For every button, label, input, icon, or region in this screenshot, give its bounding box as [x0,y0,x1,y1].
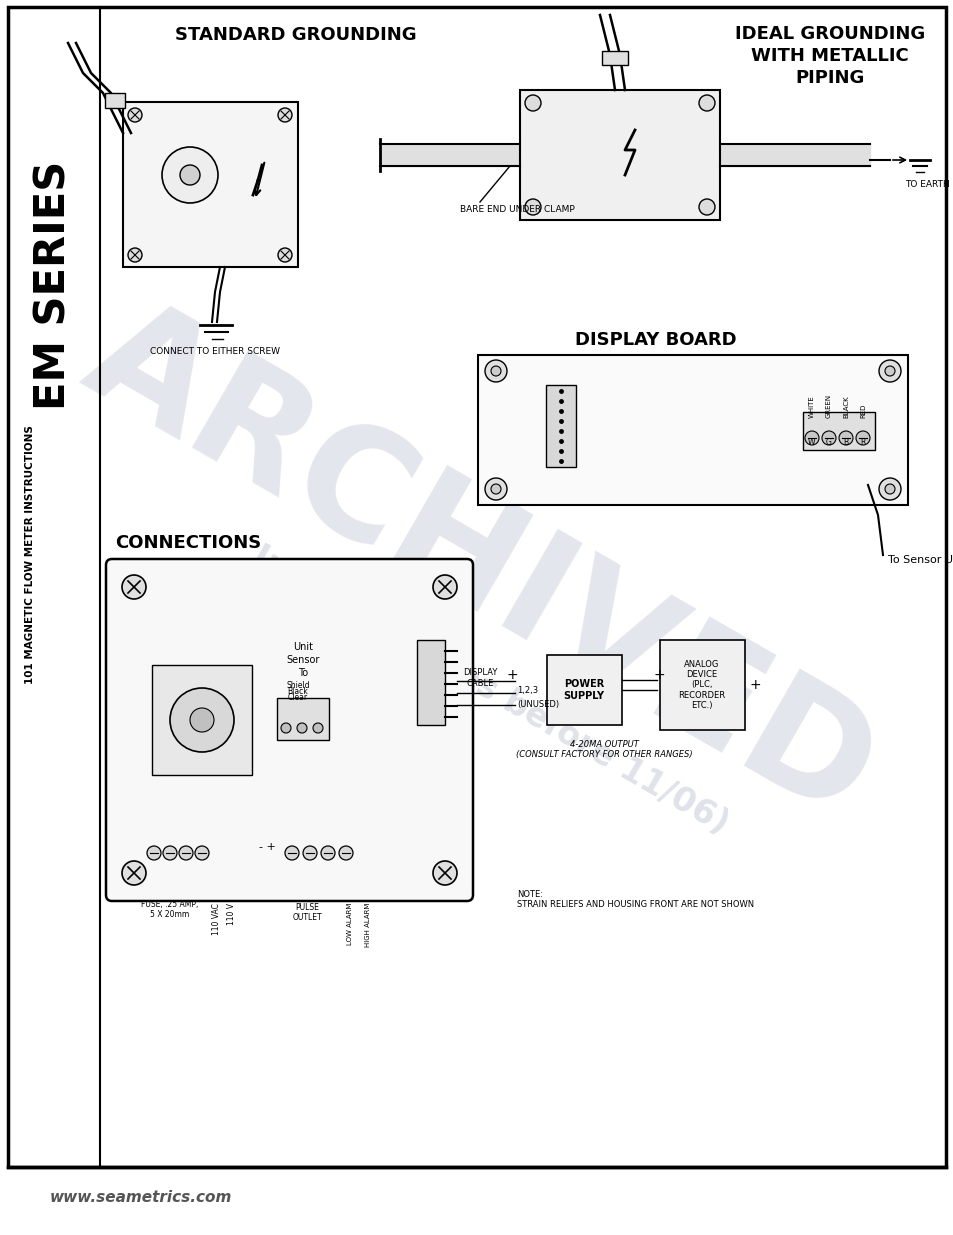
Text: B: B [842,438,847,447]
Circle shape [878,478,900,500]
Circle shape [804,431,818,445]
Bar [105,93,125,107]
Circle shape [277,248,292,262]
Circle shape [821,431,835,445]
Bar [546,655,621,725]
Circle shape [170,688,233,752]
Text: 110 V: 110 V [227,903,236,925]
Text: www.seametrics.com: www.seametrics.com [50,1189,233,1204]
Text: NOTE:
STRAIN RELIEFS AND HOUSING FRONT ARE NOT SHOWN: NOTE: STRAIN RELIEFS AND HOUSING FRONT A… [517,890,753,909]
Text: ANALOG
DEVICE
(PLC,
RECORDER
ETC.): ANALOG DEVICE (PLC, RECORDER ETC.) [678,659,725,710]
Circle shape [838,431,852,445]
Text: Shield: Shield [286,680,310,690]
Circle shape [855,431,869,445]
Circle shape [194,846,209,860]
Circle shape [281,722,291,734]
Text: To Sensor Unit: To Sensor Unit [887,555,953,564]
Circle shape [884,366,894,375]
Text: 4-20MA OUTPUT
(CONSULT FACTORY FOR OTHER RANGES): 4-20MA OUTPUT (CONSULT FACTORY FOR OTHER… [516,740,692,760]
Bar [276,698,329,740]
Text: DISPLAY
CABLE: DISPLAY CABLE [462,668,497,688]
Circle shape [128,248,142,262]
Text: CONNECTIONS: CONNECTIONS [115,534,261,552]
Text: Sensor: Sensor [286,655,319,664]
Text: Clear: Clear [288,693,308,701]
Circle shape [491,484,500,494]
Bar [545,385,576,467]
Circle shape [524,199,540,215]
Text: FUSE, .25 AMP,
5 X 20mm: FUSE, .25 AMP, 5 X 20mm [141,900,198,919]
Circle shape [180,165,200,185]
Circle shape [296,722,307,734]
Text: R: R [860,438,864,447]
Circle shape [147,846,161,860]
Text: PULSE
OUTLET: PULSE OUTLET [292,903,321,923]
Text: To: To [297,668,308,678]
Text: +: + [506,668,517,682]
Text: W: W [807,438,815,447]
Text: BARE END UNDER CLAMP: BARE END UNDER CLAMP [459,205,574,215]
Bar [519,90,720,220]
Text: G: G [825,438,831,447]
Text: (UNUSED): (UNUSED) [517,700,558,709]
Bar [152,664,252,776]
Text: +: + [749,678,760,692]
Circle shape [313,722,323,734]
Text: GREEN: GREEN [825,394,831,417]
Bar [601,51,627,65]
Circle shape [524,95,540,111]
Circle shape [277,107,292,122]
Text: +: + [653,668,664,682]
Circle shape [163,846,177,860]
Circle shape [179,846,193,860]
Text: LOW ALARM: LOW ALARM [347,903,353,945]
Text: BLACK: BLACK [842,395,848,417]
Text: WHITE: WHITE [808,395,814,417]
Circle shape [491,366,500,375]
Text: ARCHIVED: ARCHIVED [61,280,899,850]
Circle shape [122,576,146,599]
Bar [123,103,297,267]
Circle shape [285,846,298,860]
Circle shape [484,359,506,382]
Circle shape [162,147,218,203]
Text: Black: Black [287,687,308,697]
Text: 110 VAC: 110 VAC [213,903,221,935]
Text: - +: - + [258,842,275,852]
Circle shape [433,576,456,599]
Text: RED: RED [859,404,865,417]
Text: DISPLAY BOARD: DISPLAY BOARD [575,331,736,350]
Bar [802,412,874,450]
Circle shape [122,861,146,885]
Circle shape [699,199,714,215]
Circle shape [878,359,900,382]
Text: POWER
SUPPLY: POWER SUPPLY [563,679,604,700]
Circle shape [484,478,506,500]
Circle shape [699,95,714,111]
Circle shape [303,846,316,860]
Circle shape [433,861,456,885]
Bar [477,354,907,505]
Circle shape [128,107,142,122]
Text: 1,2,3: 1,2,3 [517,685,537,694]
Circle shape [884,484,894,494]
Text: HIGH ALARM: HIGH ALARM [365,903,371,947]
Bar [659,640,744,730]
Text: STANDARD GROUNDING: STANDARD GROUNDING [174,26,416,44]
Circle shape [320,846,335,860]
Bar [416,640,444,725]
Text: Includes Dates before 11/06): Includes Dates before 11/06) [246,540,733,840]
Text: EM SERIES: EM SERIES [33,161,75,410]
FancyBboxPatch shape [106,559,473,902]
Text: Unit: Unit [293,642,313,652]
Circle shape [190,708,213,732]
Circle shape [338,846,353,860]
Text: 101 MAGNETIC FLOW METER INSTRUCTIONS: 101 MAGNETIC FLOW METER INSTRUCTIONS [25,426,35,684]
Text: IDEAL GROUNDING
WITH METALLIC
PIPING: IDEAL GROUNDING WITH METALLIC PIPING [734,25,924,88]
Text: CONNECT TO EITHER SCREW: CONNECT TO EITHER SCREW [150,347,280,356]
Text: TO EARTH GROUND: TO EARTH GROUND [904,180,953,189]
